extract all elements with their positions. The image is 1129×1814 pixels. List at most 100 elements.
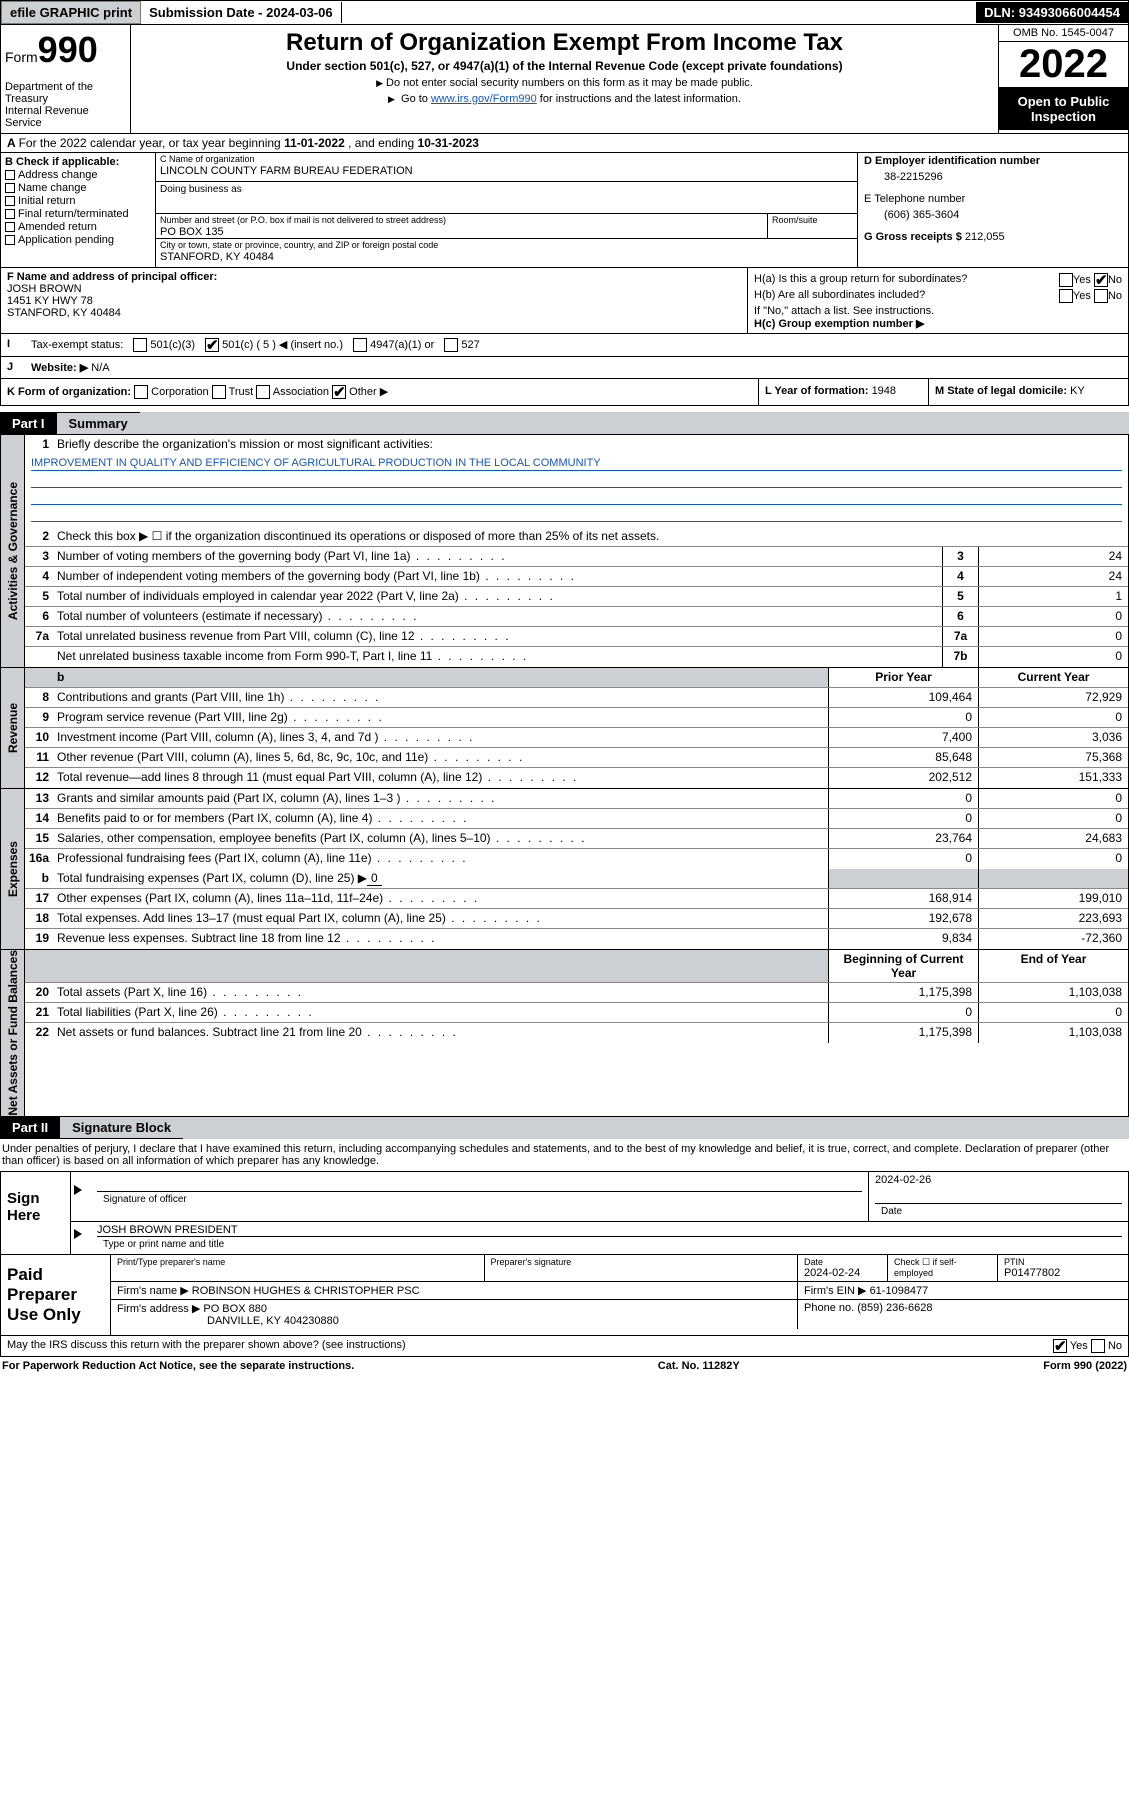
discuss-no[interactable]: [1091, 1339, 1105, 1353]
hb-no[interactable]: [1094, 289, 1108, 303]
table-row: 12 Total revenue—add lines 8 through 11 …: [25, 768, 1128, 788]
line-text: Number of voting members of the governin…: [53, 547, 942, 566]
line-text: Net unrelated business taxable income fr…: [53, 647, 942, 667]
city-value: STANFORD, KY 40484: [156, 251, 857, 267]
chk-trust[interactable]: Trust: [212, 386, 254, 398]
chk-initial-return[interactable]: Initial return: [5, 195, 151, 207]
line-text: Revenue less expenses. Subtract line 18 …: [53, 929, 828, 949]
chk-other[interactable]: Other ▶: [332, 386, 388, 398]
sign-here-block: Sign Here Signature of officer 2024-02-2…: [0, 1171, 1129, 1255]
addr-value: PO BOX 135: [156, 226, 767, 238]
mission-text: IMPROVEMENT IN QUALITY AND EFFICIENCY OF…: [31, 457, 1122, 471]
header-center: Return of Organization Exempt From Incom…: [131, 25, 998, 133]
row-klm: K Form of organization: Corporation Trus…: [0, 379, 1129, 406]
current-year-value: 199,010: [978, 889, 1128, 908]
header-right: OMB No. 1545-0047 2022 Open to Public In…: [998, 25, 1128, 133]
current-year-value: 1,103,038: [978, 1023, 1128, 1043]
part-2-header: Part II Signature Block: [0, 1117, 1129, 1139]
line-num: 18: [25, 909, 53, 928]
firm-addr2: DANVILLE, KY 404230880: [117, 1315, 791, 1327]
ein-label: D Employer identification number: [864, 155, 1122, 167]
part-2-num: Part II: [0, 1117, 60, 1138]
line-num: [25, 647, 53, 667]
signature-declaration: Under penalties of perjury, I declare th…: [0, 1139, 1129, 1171]
hb-yes[interactable]: [1059, 289, 1073, 303]
table-row: Net unrelated business taxable income fr…: [25, 647, 1128, 667]
table-row: 22 Net assets or fund balances. Subtract…: [25, 1023, 1128, 1043]
prior-year-value: 9,834: [828, 929, 978, 949]
chk-name-change[interactable]: Name change: [5, 182, 151, 194]
h-c: H(c) Group exemption number ▶: [754, 317, 1122, 330]
efile-print-button[interactable]: efile GRAPHIC print: [1, 1, 141, 24]
row-k: K Form of organization: Corporation Trus…: [1, 379, 758, 405]
chk-address-change[interactable]: Address change: [5, 169, 151, 181]
goto-link[interactable]: www.irs.gov/Form990: [431, 93, 537, 105]
chk-501c3[interactable]: 501(c)(3): [133, 338, 195, 352]
line-value: 0: [978, 627, 1128, 646]
table-row: 14 Benefits paid to or for members (Part…: [25, 809, 1128, 829]
table-row: 7a Total unrelated business revenue from…: [25, 627, 1128, 647]
k-label: K Form of organization:: [7, 386, 131, 398]
org-name: LINCOLN COUNTY FARM BUREAU FEDERATION: [156, 165, 857, 181]
chk-amended-return[interactable]: Amended return: [5, 221, 151, 233]
officer-signature-line[interactable]: [97, 1174, 862, 1192]
line-num: 6: [25, 607, 53, 626]
table-row: 4 Number of independent voting members o…: [25, 567, 1128, 587]
line-value: 1: [978, 587, 1128, 606]
ha-no[interactable]: [1094, 273, 1108, 287]
prior-year-value: 0: [828, 789, 978, 808]
line-16b-num: b: [25, 869, 53, 888]
chk-4947[interactable]: 4947(a)(1) or: [353, 338, 434, 352]
submission-date: Submission Date - 2024-03-06: [141, 2, 342, 23]
discuss-yes[interactable]: [1053, 1339, 1067, 1353]
line-value: 0: [978, 647, 1128, 667]
form-no: 990: [38, 29, 98, 70]
i-letter: I: [1, 334, 25, 356]
chk-501c[interactable]: 501(c) ( 5 ) ◀ (insert no.): [205, 338, 343, 352]
prep-date: 2024-02-24: [804, 1267, 881, 1279]
goto-a: Go to: [401, 93, 431, 105]
chk-final-return[interactable]: Final return/terminated: [5, 208, 151, 220]
prior-year-value: 0: [828, 1003, 978, 1022]
officer-printed-name: JOSH BROWN PRESIDENT: [97, 1224, 1122, 1237]
line-num: 5: [25, 587, 53, 606]
firm-phone: (859) 236-6628: [857, 1302, 932, 1314]
row-i: I Tax-exempt status: 501(c)(3) 501(c) ( …: [0, 334, 1129, 357]
sign-here-label: Sign Here: [1, 1172, 71, 1254]
chk-corporation[interactable]: Corporation: [134, 386, 209, 398]
current-year-value: 24,683: [978, 829, 1128, 848]
line-text: Salaries, other compensation, employee b…: [53, 829, 828, 848]
line-box: 7b: [942, 647, 978, 667]
ein-value: 38-2215296: [884, 171, 1122, 183]
chk-application-pending[interactable]: Application pending: [5, 234, 151, 246]
rev-hdr-spacer: b: [53, 668, 828, 687]
prep-self-employed[interactable]: Check ☐ if self-employed: [894, 1257, 991, 1278]
line-text: Total number of volunteers (estimate if …: [53, 607, 942, 626]
line-text: Total unrelated business revenue from Pa…: [53, 627, 942, 646]
firm-ein-label: Firm's EIN ▶: [804, 1285, 867, 1297]
ha-yes[interactable]: [1059, 273, 1073, 287]
line-num: 17: [25, 889, 53, 908]
paid-preparer-label: Paid Preparer Use Only: [1, 1255, 111, 1335]
line-text: Professional fundraising fees (Part IX, …: [53, 849, 828, 869]
irs: Internal Revenue Service: [5, 105, 126, 129]
line-num: 20: [25, 983, 53, 1002]
firm-addr1: PO BOX 880: [203, 1303, 267, 1315]
form-number: Form990: [5, 29, 126, 71]
current-year-value: -72,360: [978, 929, 1128, 949]
table-row: 16a Professional fundraising fees (Part …: [25, 849, 1128, 869]
paid-preparer-block: Paid Preparer Use Only Print/Type prepar…: [0, 1255, 1129, 1336]
firm-ein: 61-1098477: [870, 1285, 929, 1297]
line-text: Other expenses (Part IX, column (A), lin…: [53, 889, 828, 908]
col-end: End of Year: [978, 950, 1128, 982]
table-row: 20 Total assets (Part X, line 16) 1,175,…: [25, 983, 1128, 1003]
chk-527[interactable]: 527: [444, 338, 479, 352]
table-row: 18 Total expenses. Add lines 13–17 (must…: [25, 909, 1128, 929]
table-row: 9 Program service revenue (Part VIII, li…: [25, 708, 1128, 728]
prior-year-value: 23,764: [828, 829, 978, 848]
table-row: 11 Other revenue (Part VIII, column (A),…: [25, 748, 1128, 768]
chk-association[interactable]: Association: [256, 386, 329, 398]
submission-value: 2024-03-06: [266, 5, 333, 20]
arrow-icon: [74, 1229, 82, 1239]
line-2-text: Check this box ▶ ☐ if the organization d…: [53, 527, 1128, 546]
